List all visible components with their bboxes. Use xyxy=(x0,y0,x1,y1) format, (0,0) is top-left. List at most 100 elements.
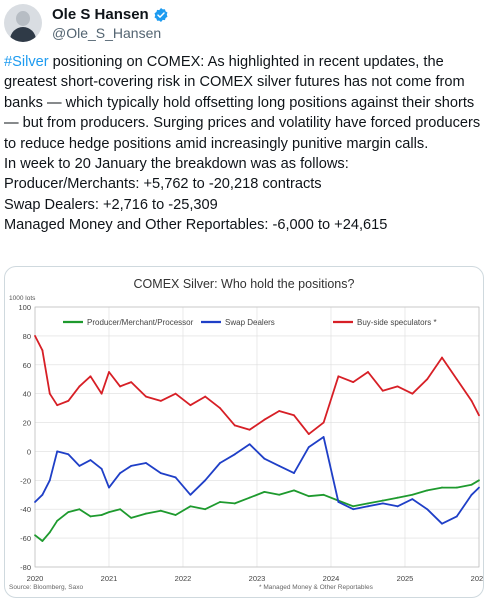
data-point xyxy=(293,414,295,417)
data-point xyxy=(426,378,429,381)
author-name[interactable]: Ole S Hansen xyxy=(52,6,149,23)
x-tick-label: 2022 xyxy=(175,574,192,583)
y-tick-label: 80 xyxy=(23,332,31,341)
data-point xyxy=(34,534,36,537)
y-tick-label: -80 xyxy=(20,563,31,572)
data-point xyxy=(263,418,266,421)
data-point xyxy=(89,459,92,462)
tweet-text: #Silver positioning on COMEX: As highlig… xyxy=(4,52,482,236)
data-point xyxy=(100,514,103,516)
data-point xyxy=(248,443,251,446)
x-tick-label: 2020 xyxy=(27,574,44,583)
chart-title: COMEX Silver: Who hold the positions? xyxy=(134,277,355,291)
data-point xyxy=(478,414,480,417)
y-axis-ticks: 100 80 60 40 20 0 -20 -40 -60 -80 xyxy=(18,303,31,572)
y-tick-label: -20 xyxy=(20,476,31,485)
data-point xyxy=(130,516,133,519)
data-point xyxy=(119,472,121,475)
data-point xyxy=(455,486,458,489)
x-tick-label: 2024 xyxy=(323,574,340,583)
data-point xyxy=(189,404,192,407)
data-point xyxy=(396,505,399,508)
data-point xyxy=(441,522,443,525)
data-point xyxy=(219,501,221,503)
data-point xyxy=(56,519,59,522)
data-point xyxy=(56,450,59,453)
data-point xyxy=(470,493,473,496)
data-point xyxy=(100,392,103,395)
avatar-body-shape xyxy=(10,27,36,42)
tweet-line-managed-money: Managed Money and Other Reportables: -6,… xyxy=(4,217,388,234)
data-point xyxy=(119,385,121,388)
data-point xyxy=(248,428,251,431)
tweet-intro-text: positioning on COMEX: As highlighted in … xyxy=(4,54,481,152)
data-point xyxy=(34,334,36,337)
y-tick-label: 40 xyxy=(23,390,31,399)
data-point xyxy=(174,476,177,479)
tweet-header: Ole S Hansen @Ole_S_Hansen xyxy=(0,0,484,48)
data-point xyxy=(219,407,221,410)
data-point xyxy=(67,511,70,514)
data-point xyxy=(263,457,266,460)
data-point xyxy=(41,493,44,496)
data-point xyxy=(367,371,369,373)
data-point xyxy=(470,483,473,486)
legend-label: Producer/Merchant/Processor xyxy=(87,318,194,327)
author-handle[interactable]: @Ole_S_Hansen xyxy=(52,25,162,41)
data-point xyxy=(322,421,325,424)
y-tick-label: 20 xyxy=(23,419,31,428)
data-point xyxy=(145,512,147,515)
data-point xyxy=(381,502,384,505)
data-point xyxy=(174,392,177,395)
data-point xyxy=(78,508,81,511)
chart-image-card[interactable]: COMEX Silver: Who hold the positions? 10… xyxy=(4,266,484,598)
x-tick-label: 2026 xyxy=(471,574,483,583)
data-point xyxy=(89,515,92,518)
y-tick-label: 100 xyxy=(18,303,31,312)
data-point xyxy=(337,501,340,503)
x-tick-label: 2021 xyxy=(101,574,118,583)
tweet-line-producers: Producer/Merchants: +5,762 to -20,218 co… xyxy=(4,176,322,193)
data-point xyxy=(233,502,236,505)
data-point xyxy=(48,531,51,534)
data-point xyxy=(67,453,70,456)
data-point xyxy=(396,496,399,499)
data-point xyxy=(478,486,480,489)
data-point xyxy=(130,464,133,467)
data-point xyxy=(204,508,207,511)
data-point xyxy=(411,498,414,501)
data-point xyxy=(56,404,59,407)
data-point xyxy=(100,467,103,470)
data-point xyxy=(174,514,177,516)
data-point xyxy=(189,493,192,496)
tweet-line-swap-dealers: Swap Dealers: +2,716 to -25,309 xyxy=(4,196,218,213)
data-point xyxy=(470,399,473,402)
avatar[interactable] xyxy=(4,4,42,42)
data-point xyxy=(411,392,414,395)
data-point xyxy=(441,356,443,359)
data-point xyxy=(67,399,70,402)
data-point xyxy=(367,505,369,508)
data-point xyxy=(426,508,429,511)
data-point xyxy=(411,493,414,496)
data-point xyxy=(78,464,81,467)
data-point xyxy=(426,489,429,492)
data-point xyxy=(108,511,110,514)
plot-frame xyxy=(34,306,480,568)
legend-label: Swap Dealers xyxy=(225,318,275,327)
data-point xyxy=(159,509,162,512)
data-point xyxy=(293,489,295,492)
data-point xyxy=(278,410,281,412)
data-point xyxy=(233,453,236,456)
chart-source-note: Source: Bloomberg, Saxo xyxy=(9,584,83,591)
y-tick-label: -60 xyxy=(20,534,31,543)
y-tick-label: 0 xyxy=(27,447,31,456)
data-point xyxy=(219,462,221,464)
legend-label: Buy-side speculators * xyxy=(357,318,437,327)
data-point xyxy=(41,540,44,542)
data-point xyxy=(367,502,369,505)
hashtag-link[interactable]: #Silver xyxy=(4,54,49,70)
verified-badge-icon xyxy=(154,7,168,22)
data-point xyxy=(119,508,121,511)
data-point xyxy=(352,508,355,511)
